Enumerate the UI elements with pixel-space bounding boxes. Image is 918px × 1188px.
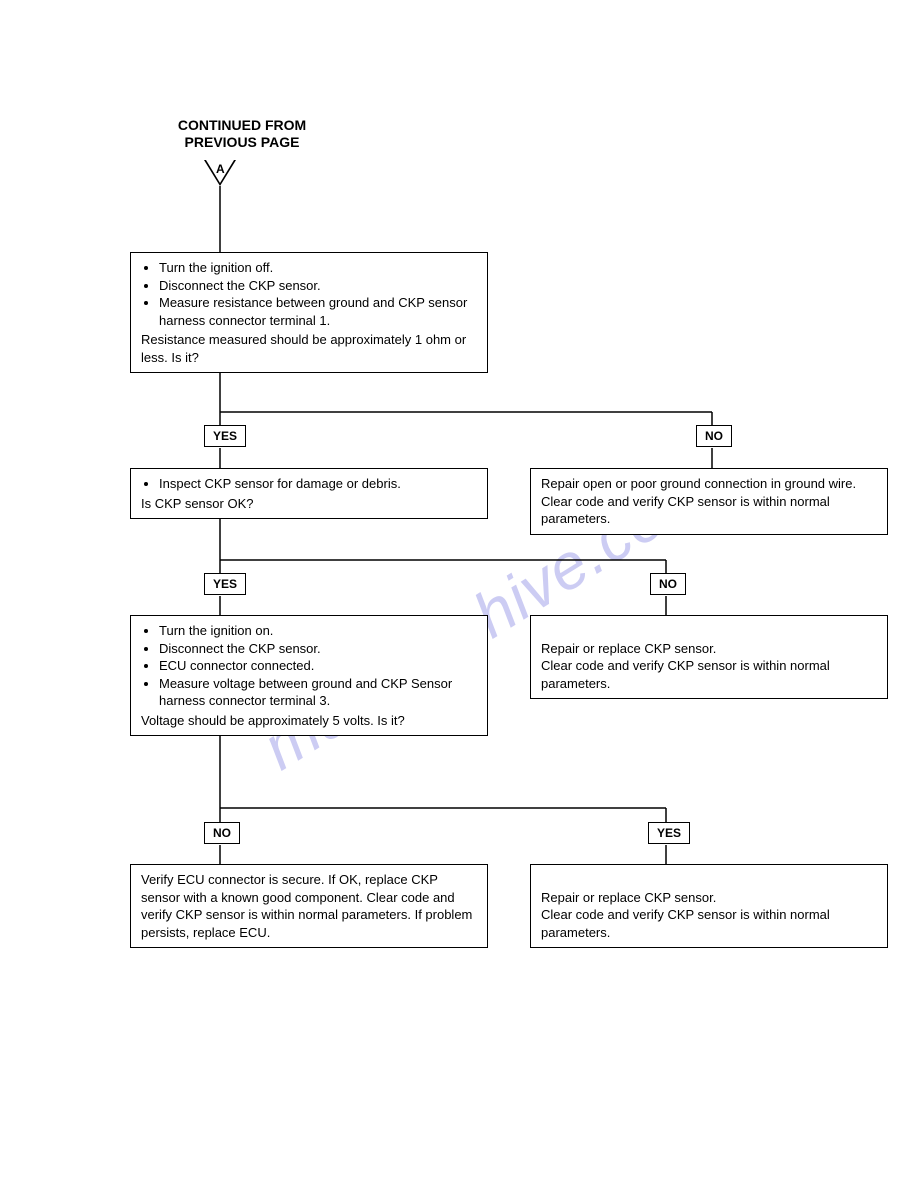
step-1-tail: Resistance measured should be approximat…	[141, 331, 477, 366]
step-1-bullets: Turn the ignition off. Disconnect the CK…	[141, 259, 477, 329]
header-line1: CONTINUED FROM	[178, 117, 306, 133]
step-1-bullet: Turn the ignition off.	[159, 259, 477, 277]
step-1-bullet: Measure resistance between ground and CK…	[159, 294, 477, 329]
step-2-left-bullets: Inspect CKP sensor for damage or debris.	[141, 475, 477, 493]
branch-yes-1: YES	[204, 425, 246, 447]
step-2-left-tail: Is CKP sensor OK?	[141, 495, 477, 513]
flow-lines	[0, 0, 918, 1188]
step-2-right-text: Repair open or poor ground connection in…	[541, 476, 856, 526]
step-1-box: Turn the ignition off. Disconnect the CK…	[130, 252, 488, 373]
step-3-left-bullet: Turn the ignition on.	[159, 622, 477, 640]
header-line2: PREVIOUS PAGE	[185, 134, 300, 150]
step-1-bullet: Disconnect the CKP sensor.	[159, 277, 477, 295]
step-3-left-bullet: Disconnect the CKP sensor.	[159, 640, 477, 658]
continued-header: CONTINUED FROM PREVIOUS PAGE	[152, 117, 332, 151]
step-2-left-box: Inspect CKP sensor for damage or debris.…	[130, 468, 488, 519]
step-2-right-box: Repair open or poor ground connection in…	[530, 468, 888, 535]
step-2-left-bullet: Inspect CKP sensor for damage or debris.	[159, 475, 477, 493]
step-4-left-box: Verify ECU connector is secure. If OK, r…	[130, 864, 488, 948]
step-4-right-text: Repair or replace CKP sensor. Clear code…	[541, 890, 830, 940]
step-4-right-box: Repair or replace CKP sensor. Clear code…	[530, 864, 888, 948]
step-3-left-bullet: ECU connector connected.	[159, 657, 477, 675]
branch-no-3: NO	[204, 822, 240, 844]
connector-label: A	[216, 162, 225, 176]
flowchart-canvas: manualshive.com CONTINUED FROM PREVIOUS …	[0, 0, 918, 1188]
branch-no-2: NO	[650, 573, 686, 595]
step-3-left-tail: Voltage should be approximately 5 volts.…	[141, 712, 477, 730]
step-3-left-box: Turn the ignition on. Disconnect the CKP…	[130, 615, 488, 736]
branch-no-1: NO	[696, 425, 732, 447]
branch-yes-3: YES	[648, 822, 690, 844]
step-4-left-text: Verify ECU connector is secure. If OK, r…	[141, 872, 472, 940]
step-3-left-bullet: Measure voltage between ground and CKP S…	[159, 675, 477, 710]
step-3-right-text: Repair or replace CKP sensor. Clear code…	[541, 641, 830, 691]
branch-yes-2: YES	[204, 573, 246, 595]
step-3-right-box: Repair or replace CKP sensor. Clear code…	[530, 615, 888, 699]
step-3-left-bullets: Turn the ignition on. Disconnect the CKP…	[141, 622, 477, 710]
